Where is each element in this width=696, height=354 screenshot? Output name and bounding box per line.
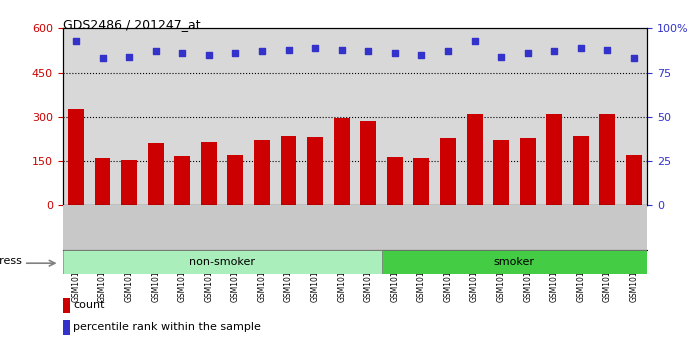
Bar (546, 114, 562, 205)
Point (256, 48, 267, 54)
Bar (121, 160, 137, 205)
Bar (148, 143, 164, 205)
Point (230, 50, 241, 56)
Bar (493, 141, 509, 205)
Point (177, 50, 188, 56)
Point (496, 54, 507, 59)
Text: percentile rank within the sample: percentile rank within the sample (73, 322, 261, 332)
Bar (95, 158, 111, 205)
Bar (599, 114, 615, 205)
Bar (520, 138, 536, 205)
Text: GDS2486 / 201247_at: GDS2486 / 201247_at (63, 18, 200, 31)
Bar (387, 156, 403, 205)
Point (310, 45, 321, 51)
Bar (63, 298, 70, 313)
Point (283, 47, 294, 52)
Bar (228, 155, 244, 205)
Point (70, 38, 81, 44)
Bar (361, 121, 377, 205)
Bar (626, 155, 642, 205)
Point (576, 45, 587, 51)
Point (336, 47, 347, 52)
Bar (68, 109, 84, 205)
Point (469, 38, 480, 44)
Point (548, 48, 560, 54)
Point (628, 56, 640, 61)
Bar (307, 137, 323, 205)
Text: count: count (73, 300, 104, 310)
Text: non-smoker: non-smoker (189, 257, 255, 267)
Point (123, 54, 134, 59)
Point (150, 48, 161, 54)
Bar (201, 142, 216, 205)
Bar (280, 136, 296, 205)
Text: smoker: smoker (494, 257, 535, 267)
Bar (413, 158, 429, 205)
Bar (333, 118, 349, 205)
Point (97, 56, 108, 61)
Bar (174, 156, 190, 205)
Bar (254, 141, 270, 205)
FancyBboxPatch shape (381, 250, 647, 274)
Bar (63, 320, 70, 335)
Point (416, 52, 427, 58)
Point (602, 47, 613, 52)
Point (522, 50, 533, 56)
Bar (466, 114, 482, 205)
FancyBboxPatch shape (63, 250, 381, 274)
Text: stress: stress (0, 256, 22, 266)
Point (203, 52, 214, 58)
Point (363, 48, 374, 54)
Bar (440, 138, 456, 205)
Point (443, 48, 454, 54)
Bar (573, 136, 589, 205)
Point (389, 50, 400, 56)
